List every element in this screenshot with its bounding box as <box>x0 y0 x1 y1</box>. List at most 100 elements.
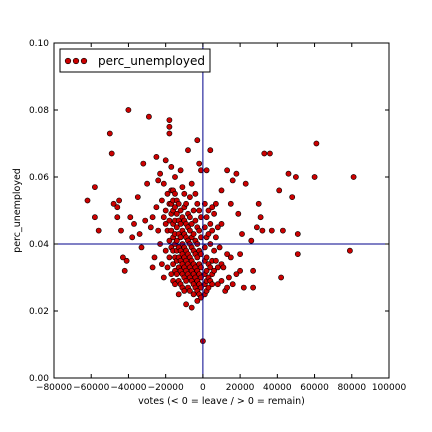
data-point <box>183 277 189 284</box>
data-point <box>188 304 195 311</box>
data-point <box>229 281 236 288</box>
data-point <box>257 214 264 221</box>
x-tick-label: −80000 <box>36 383 72 393</box>
data-point <box>192 217 199 224</box>
data-point <box>285 170 292 177</box>
x-tick-label: −40000 <box>110 383 146 393</box>
data-point <box>168 227 175 234</box>
data-point <box>194 200 201 207</box>
x-tick-label: 20000 <box>226 383 255 393</box>
data-point <box>186 227 193 234</box>
data-point <box>125 107 132 113</box>
data-point <box>157 170 163 177</box>
data-point <box>108 150 115 157</box>
data-point <box>209 227 216 234</box>
axis-ticks: −80000 −60000 −40000 −20000 0 20000 40000 60000… <box>29 39 406 393</box>
data-point <box>214 264 221 271</box>
data-point <box>158 261 165 267</box>
data-point <box>155 177 162 184</box>
data-point <box>346 247 353 254</box>
data-point <box>194 137 201 144</box>
data-point <box>147 224 154 231</box>
data-point <box>166 117 173 123</box>
data-point <box>218 220 225 227</box>
data-point <box>233 271 240 277</box>
data-point <box>207 220 214 227</box>
data-point <box>224 284 230 291</box>
x-tick-label: 60000 <box>300 383 329 393</box>
data-point <box>170 261 176 267</box>
data-point <box>84 197 91 204</box>
y-tick-label: 0.06 <box>29 173 49 183</box>
data-point <box>233 170 240 177</box>
data-point <box>203 167 210 174</box>
data-point <box>255 200 262 207</box>
data-point <box>196 207 203 214</box>
data-point <box>173 224 180 231</box>
data-point <box>162 247 169 254</box>
data-point <box>237 251 243 257</box>
data-point <box>220 264 227 271</box>
data-point <box>225 274 232 281</box>
y-tick-label: 0.04 <box>29 240 49 250</box>
data-point <box>203 267 210 274</box>
data-point <box>212 234 219 241</box>
data-point <box>92 214 98 221</box>
data-point <box>218 277 225 284</box>
data-point <box>120 254 126 261</box>
plot-frame <box>53 42 390 379</box>
data-point <box>190 231 197 237</box>
data-point <box>207 147 214 154</box>
legend-markers <box>64 57 88 65</box>
data-point <box>205 231 212 237</box>
data-point <box>218 187 225 194</box>
data-point <box>250 284 256 291</box>
data-point <box>172 190 178 197</box>
data-point <box>172 174 178 180</box>
data-point <box>209 281 216 288</box>
data-point <box>211 210 217 217</box>
data-point <box>266 150 273 157</box>
data-point <box>227 200 234 207</box>
data-point <box>164 190 171 197</box>
data-point <box>172 281 178 288</box>
legend-box <box>59 48 211 73</box>
data-point <box>160 180 167 187</box>
points-layer <box>84 107 357 344</box>
data-point <box>192 190 199 197</box>
data-point <box>198 214 204 221</box>
data-point <box>350 174 357 180</box>
data-point <box>172 204 178 211</box>
data-point <box>175 200 182 207</box>
data-point <box>181 190 188 197</box>
data-point <box>160 214 167 221</box>
data-point <box>177 220 184 227</box>
x-tick-label: 40000 <box>263 383 292 393</box>
data-point <box>292 174 299 180</box>
data-point <box>142 217 149 224</box>
data-point <box>205 284 212 291</box>
data-point <box>151 254 158 261</box>
x-tick-label: 80000 <box>337 383 366 393</box>
data-point <box>248 237 255 244</box>
y-tick-label: 0.00 <box>29 374 49 384</box>
data-point <box>153 153 160 160</box>
data-point <box>110 200 117 207</box>
legend-label: perc_unemployed <box>98 54 205 68</box>
data-point <box>198 264 204 271</box>
data-point <box>214 224 221 231</box>
data-point <box>114 204 121 211</box>
data-point <box>166 254 173 261</box>
data-point <box>175 291 182 298</box>
data-point <box>131 220 137 227</box>
data-point <box>155 227 162 234</box>
data-point <box>166 217 173 224</box>
data-point <box>116 197 122 204</box>
data-point <box>186 287 193 294</box>
data-point <box>183 301 189 308</box>
data-point <box>177 207 184 214</box>
data-point <box>173 237 180 244</box>
data-point <box>201 244 208 251</box>
data-point <box>212 200 219 207</box>
